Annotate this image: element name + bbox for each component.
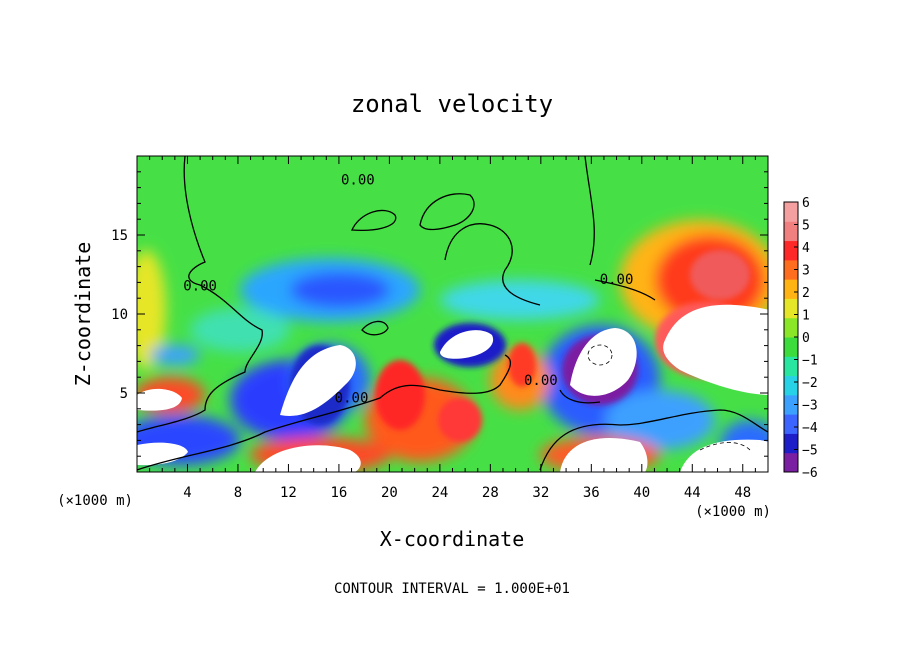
contour-labels: 0.00 0.00 0.00 0.00 0.00	[183, 172, 633, 406]
colorbar-swatch	[784, 414, 798, 434]
colorbar-label: −3	[802, 399, 818, 414]
x-tick-label: 36	[583, 485, 600, 501]
colorbar-label: 3	[802, 264, 810, 279]
colorbar-swatch	[784, 356, 798, 377]
colorbar-swatch	[784, 452, 798, 473]
colorbar-swatch	[784, 221, 798, 242]
colorbar-swatch	[784, 298, 798, 319]
colorbar-label: 4	[802, 241, 810, 256]
colorbar-label: 5	[802, 219, 810, 234]
x-tick-label: 4	[183, 485, 191, 501]
colorbar-swatch	[784, 394, 798, 415]
colorbar-label: −4	[802, 421, 818, 436]
colorbar-label: 0	[802, 331, 810, 346]
x-tick-label: 24	[431, 485, 448, 501]
colorbar-swatch	[784, 259, 798, 280]
x-axis-label: X-coordinate	[380, 527, 525, 551]
x-unit-left: (×1000 m)	[57, 493, 133, 509]
x-tick-label: 28	[482, 485, 499, 501]
colorbar-label: −1	[802, 354, 818, 369]
y-tick-label: 15	[111, 228, 128, 244]
x-tick-label: 44	[684, 485, 701, 501]
x-ticks: 4 8 12 16 20 24 28 32 36 40 44 48	[149, 156, 756, 501]
y-tick-label: 5	[120, 386, 128, 402]
colorbar-swatch	[784, 337, 798, 357]
colorbar-label: 2	[802, 286, 810, 301]
x-tick-label: 20	[381, 485, 398, 501]
contour-label: 0.00	[600, 272, 634, 288]
chart-title: zonal velocity	[351, 90, 553, 118]
x-tick-label: 12	[280, 485, 297, 501]
colorbar-label: −2	[802, 376, 818, 391]
colorbar-swatch	[784, 317, 798, 338]
contour-interval-note: CONTOUR INTERVAL = 1.000E+01	[334, 581, 570, 597]
colorbar-swatch	[784, 202, 798, 222]
x-tick-label: 40	[633, 485, 650, 501]
contour-label: 0.00	[183, 278, 217, 294]
colorbar: 6 5 4 3 2 1 0 −1 −2 −3 −4 −5 −6	[783, 196, 818, 481]
colorbar-label: −6	[802, 466, 818, 481]
x-unit-right: (×1000 m)	[695, 504, 771, 520]
x-tick-label: 48	[734, 485, 751, 501]
x-tick-label: 32	[532, 485, 549, 501]
x-tick-label: 8	[234, 485, 242, 501]
colorbar-swatch	[784, 240, 798, 261]
colorbar-label: 6	[802, 196, 810, 211]
colorbar-label: −5	[802, 444, 818, 459]
contour-label: 0.00	[341, 172, 375, 188]
contour-label: 0.00	[524, 373, 558, 389]
y-tick-label: 10	[111, 307, 128, 323]
y-ticks: 5 10 15	[111, 171, 768, 457]
colorbar-swatch	[784, 375, 798, 396]
heatmap-field	[137, 156, 768, 472]
contour-label: 0.00	[335, 390, 369, 406]
colorbar-swatch	[784, 279, 798, 299]
x-tick-label: 16	[330, 485, 347, 501]
y-axis-label: Z-coordinate	[71, 242, 95, 387]
colorbar-label: 1	[802, 309, 810, 324]
colorbar-swatch	[784, 433, 798, 454]
